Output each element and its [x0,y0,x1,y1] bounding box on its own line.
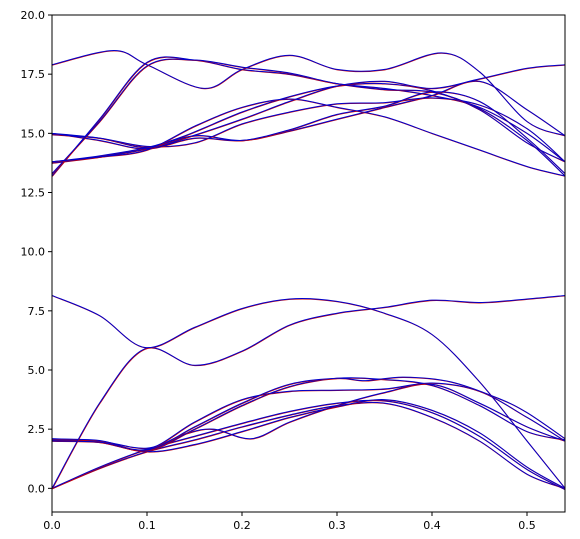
band-line-7 [52,376,565,451]
band-line-18 [52,98,565,177]
band-line-1 [52,401,565,489]
band-line-6 [52,382,565,451]
band-line-15 [52,97,565,163]
y-tick-label: 0.0 [28,482,46,495]
band-line-16-overlay [52,91,565,175]
band-line-3-overlay [52,399,565,490]
y-tick-label: 7.5 [28,305,46,318]
y-axis: 0.0 2.5 5.0 7.5 10.0 12.5 15.0 17.5 20.0 [21,9,52,495]
band-line-10 [52,56,565,177]
x-axis: 0.0 0.1 0.2 0.3 0.4 0.5 [43,512,536,532]
band-line-9 [52,294,565,489]
band-line-11 [52,49,565,137]
band-line-4 [52,383,565,449]
band-line-12-overlay [52,83,565,163]
y-tick-label: 5.0 [28,364,46,377]
band-line-16 [52,91,565,174]
band-line-14 [52,80,565,164]
band-line-3 [52,399,565,489]
x-tick-label: 0.0 [43,519,61,532]
y-tick-label: 12.5 [21,187,46,200]
plot-frame [51,14,566,513]
band-line-8 [52,294,565,489]
band-line-10-overlay [52,56,565,177]
band-line-17 [52,58,565,177]
x-tick-label: 0.1 [138,519,156,532]
band-line-5 [52,377,565,452]
band-line-6-overlay [52,382,565,451]
y-tick-label: 10.0 [21,246,46,259]
y-tick-label: 20.0 [21,9,46,22]
band-line-13 [52,64,565,149]
band-line-2-overlay [52,400,565,491]
x-tick-label: 0.5 [518,519,536,532]
x-tick-label: 0.3 [328,519,346,532]
series-layer [52,49,565,491]
band-line-7-overlay [52,376,565,452]
y-tick-label: 15.0 [21,127,46,140]
y-tick-label: 2.5 [28,423,46,436]
y-tick-label: 17.5 [21,68,46,81]
x-tick-label: 0.2 [233,519,251,532]
x-tick-label: 0.4 [423,519,441,532]
